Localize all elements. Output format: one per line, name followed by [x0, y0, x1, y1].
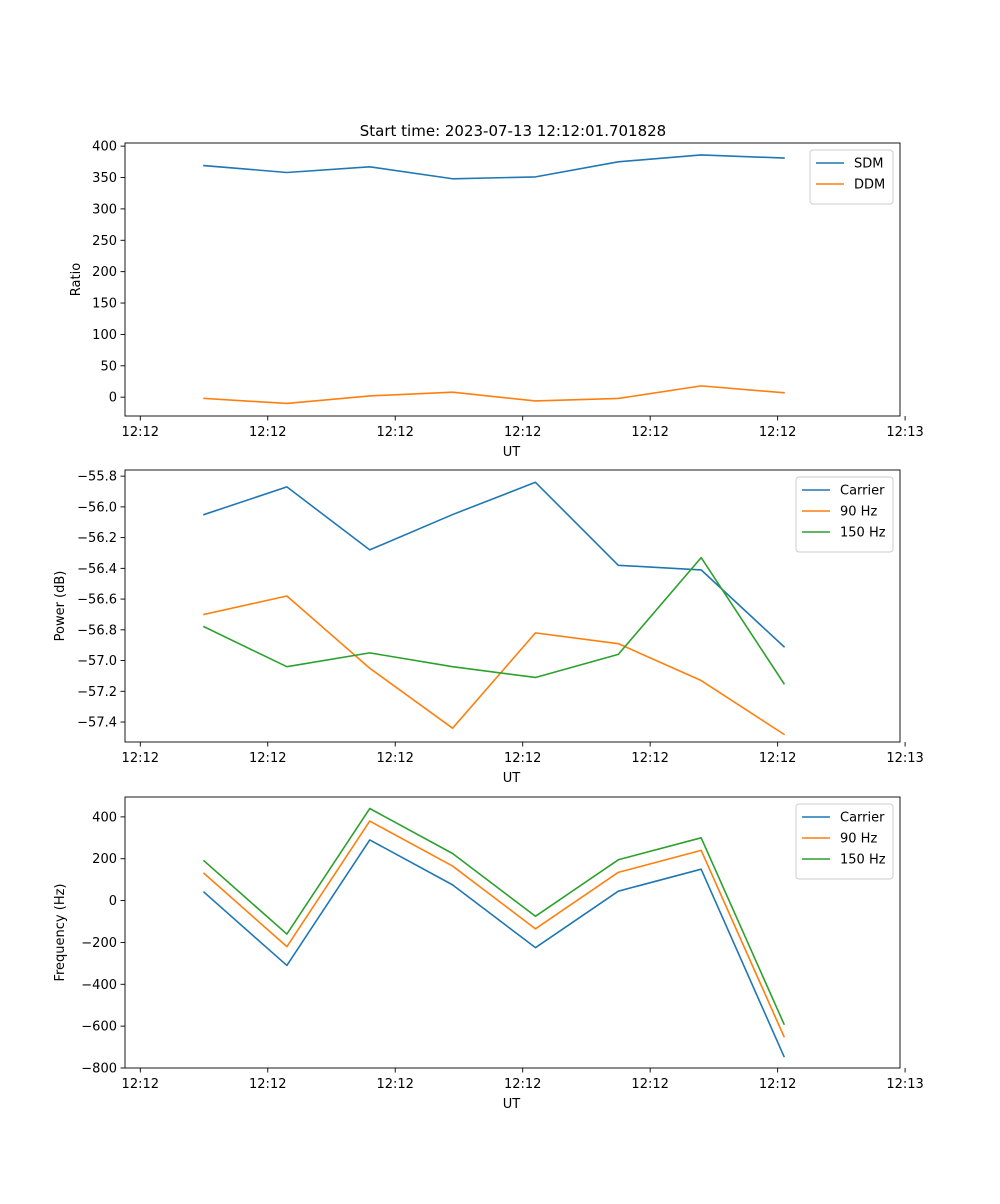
frequency-legend-label-1: Carrier: [840, 811, 885, 826]
power-y-tick-label: −56.2: [77, 531, 117, 546]
frequency-x-tick-label: 12:12: [122, 1077, 159, 1092]
frequency-x-tick-label: 12:12: [759, 1077, 796, 1092]
frequency-x-axis-label: UT: [503, 1097, 521, 1112]
figure-title: Start time: 2023-07-13 12:12:01.701828: [360, 122, 666, 140]
ratio-y-tick-label: 0: [109, 391, 117, 406]
frequency-x-tick-label: 12:12: [376, 1077, 413, 1092]
power-x-tick-label: 12:12: [376, 751, 413, 766]
power-y-tick-label: −56.6: [77, 593, 117, 608]
frequency-y-tick-label: −400: [81, 978, 117, 993]
power-legend-label-2: 90 Hz: [840, 505, 877, 520]
ratio-x-tick-label: 12:13: [886, 425, 923, 440]
ratio-y-tick-label: 400: [92, 140, 117, 155]
power-y-tick-label: −55.8: [77, 470, 117, 485]
power-y-tick-label: −57.2: [77, 685, 117, 700]
power-y-tick-label: −56.0: [77, 500, 117, 515]
frequency-x-tick-label: 12:12: [631, 1077, 668, 1092]
power-x-tick-label: 12:12: [759, 751, 796, 766]
frequency-y-tick-label: 200: [92, 852, 117, 867]
power-axes-frame: [124, 469, 901, 743]
ratio-axes-frame: [124, 142, 901, 417]
ratio-legend: SDM DDM: [809, 149, 894, 205]
power-legend: Carrier 90 Hz 150 Hz: [795, 476, 894, 553]
ratio-legend-label-2: DDM: [854, 178, 885, 193]
ratio-x-tick-label: 12:12: [759, 425, 796, 440]
frequency-legend-label-2: 90 Hz: [840, 832, 877, 847]
power-y-tick-label: −56.4: [77, 562, 117, 577]
ratio-y-tick-label: 150: [92, 297, 117, 312]
power-series-line-1: [203, 481, 786, 648]
frequency-x-tick-label: 12:13: [886, 1077, 923, 1092]
frequency-axes-frame: [124, 796, 901, 1069]
power-y-tick-label: −57.4: [77, 716, 117, 731]
ratio-y-tick-label: 300: [92, 202, 117, 217]
frequency-y-tick-label: 400: [92, 810, 117, 825]
power-x-tick-label: 12:12: [122, 751, 159, 766]
ratio-y-axis-label: Ratio: [69, 263, 84, 296]
ratio-x-tick-label: 12:12: [249, 425, 286, 440]
frequency-y-tick-label: 0: [109, 894, 117, 909]
ratio-x-tick-label: 12:12: [504, 425, 541, 440]
ratio-y-tick-label: 50: [100, 359, 117, 374]
frequency-y-tick-label: −800: [81, 1062, 117, 1077]
frequency-legend: Carrier 90 Hz 150 Hz: [795, 803, 894, 880]
power-series-line-3: [202, 556, 786, 685]
frequency-series-line-1: [202, 839, 786, 1058]
frequency-panel: 12:12 12:12 12:12 12:12 12:12 12:12 12:13 −800 −…: [53, 796, 924, 1112]
power-y-axis-label: Power (dB): [53, 571, 68, 642]
ratio-series-line-1: [203, 154, 785, 180]
power-legend-box: [795, 476, 894, 553]
ratio-y-tick-label: 250: [92, 234, 117, 249]
frequency-x-tick-label: 12:12: [249, 1077, 286, 1092]
ratio-y-tick-label: 200: [92, 265, 117, 280]
power-y-tick-label: −57.0: [77, 654, 117, 669]
ratio-x-tick-label: 12:12: [122, 425, 159, 440]
power-panel: 12:12 12:12 12:12 12:12 12:12 12:12 12:13 −57.4…: [53, 469, 924, 786]
ratio-y-tick-label: 100: [92, 328, 117, 343]
frequency-legend-label-3: 150 Hz: [840, 853, 886, 868]
power-x-tick-label: 12:13: [886, 751, 923, 766]
power-series-line-2: [203, 595, 786, 736]
power-x-tick-label: 12:12: [504, 751, 541, 766]
power-x-tick-label: 12:12: [249, 751, 286, 766]
frequency-x-tick-label: 12:12: [504, 1077, 541, 1092]
power-legend-label-3: 150 Hz: [840, 526, 886, 541]
frequency-series-line-2: [202, 820, 786, 1038]
frequency-y-axis-label: Frequency (Hz): [53, 883, 68, 981]
power-x-axis-label: UT: [503, 771, 521, 786]
ratio-x-tick-label: 12:12: [631, 425, 668, 440]
frequency-series-line-3: [202, 807, 786, 1026]
power-y-tick-label: −56.8: [77, 623, 117, 638]
ratio-x-tick-label: 12:12: [376, 425, 413, 440]
power-x-tick-label: 12:12: [631, 751, 668, 766]
ratio-x-axis-label: UT: [503, 445, 521, 460]
ratio-legend-label-1: SDM: [854, 157, 883, 172]
ratio-series-line-2: [203, 385, 785, 405]
frequency-legend-box: [795, 803, 894, 880]
frequency-y-tick-label: −200: [81, 936, 117, 951]
ratio-y-tick-label: 350: [92, 171, 117, 186]
power-legend-label-1: Carrier: [840, 484, 885, 499]
frequency-y-tick-label: −600: [81, 1020, 117, 1035]
ratio-panel: 12:12 12:12 12:12 12:12 12:12 12:12 12:13 0 50 10…: [69, 140, 924, 460]
